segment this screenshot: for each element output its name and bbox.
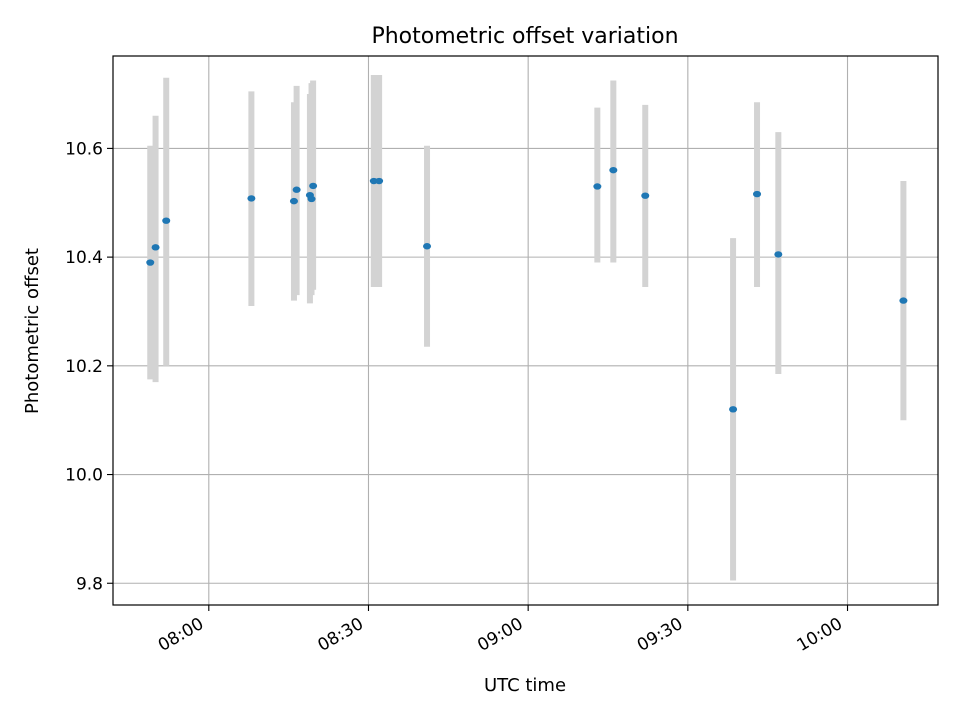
data-point — [375, 177, 384, 185]
y-tick-label: 10.0 — [65, 466, 103, 486]
data-point — [593, 183, 602, 190]
x-tick-label: 10:00 — [794, 614, 846, 656]
data-point — [774, 251, 783, 258]
x-tick-label: 08:30 — [315, 614, 367, 656]
x-tick-label: 08:00 — [155, 614, 207, 656]
x-tick-label: 09:30 — [634, 614, 686, 656]
plot-frame — [112, 55, 939, 606]
data-point — [753, 190, 762, 198]
data-point — [247, 195, 256, 202]
y-tick-label: 10.2 — [65, 357, 103, 377]
data-point — [151, 244, 160, 251]
data-point — [641, 192, 650, 199]
data-point — [289, 197, 298, 205]
data-point — [307, 195, 316, 203]
y-tick-label: 9.8 — [76, 574, 103, 594]
data-point — [146, 259, 155, 266]
plot-background — [113, 56, 938, 605]
data-point — [162, 217, 171, 224]
x-axis-ticks: 08:00 08:30 09:00 09:30 10:00 — [155, 605, 849, 656]
data-points — [146, 166, 908, 413]
data-point — [423, 243, 432, 250]
chart-title: Photometric offset variation — [371, 24, 678, 49]
y-tick-label: 10.6 — [65, 139, 103, 159]
y-axis-label: Photometric offset — [22, 248, 43, 414]
data-point — [729, 406, 738, 413]
data-point — [609, 166, 618, 174]
y-axis-ticks: 9.8 10.0 10.2 10.4 10.6 — [65, 139, 113, 594]
data-point — [899, 297, 908, 304]
x-axis-label: UTC time — [484, 675, 566, 696]
y-tick-label: 10.4 — [65, 248, 103, 268]
grid — [113, 56, 938, 605]
data-point — [292, 186, 301, 193]
data-point — [309, 182, 318, 190]
x-tick-label: 09:00 — [474, 614, 526, 656]
